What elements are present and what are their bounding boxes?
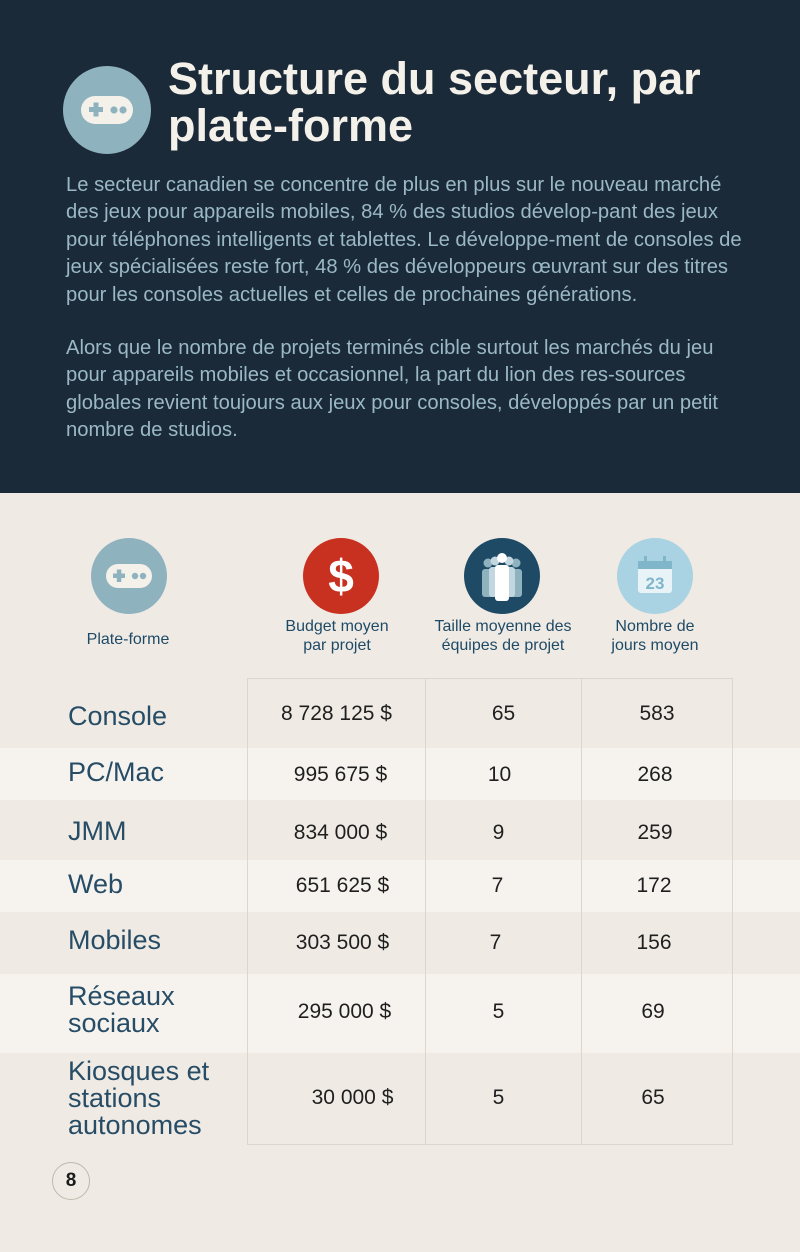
budget-cell: 303 500 $ (295, 931, 390, 954)
intro-paragraph-1: Le secteur canadien se concentre de plus… (66, 174, 742, 306)
gamepad-icon (63, 66, 151, 154)
budget-cell: 30 000 $ (311, 1086, 394, 1109)
page-number: 8 (52, 1162, 90, 1200)
team-cell: 9 (492, 821, 505, 844)
budget-cell: 295 000 $ (297, 1000, 392, 1023)
calendar-day: 23 (646, 574, 665, 593)
team-cell: 7 (491, 874, 504, 897)
budget-cell: 995 675 $ (293, 763, 388, 786)
team-cell: 5 (492, 1086, 505, 1109)
table-grid (247, 678, 733, 1145)
column-divider (425, 678, 426, 1145)
days-cell: 268 (637, 763, 673, 786)
team-icon (464, 538, 540, 614)
team-cell: 10 (487, 763, 512, 786)
budget-cell: 8 728 125 $ (281, 702, 392, 725)
platform-web: Web (68, 869, 124, 899)
days-cell: 69 (641, 1000, 665, 1023)
platform-reseaux-sociaux: Réseaux sociaux (68, 981, 175, 1038)
page-title: Structure du secteur, par plate-forme (168, 53, 701, 151)
platform-pc-mac: PC/Mac (68, 757, 165, 787)
team-cell: 7 (489, 931, 502, 954)
calendar-icon: 23 (617, 538, 693, 614)
row-band (0, 974, 800, 1053)
header-days: Nombre de jours moyen (611, 618, 699, 654)
budget-cell: 651 625 $ (295, 874, 390, 897)
platform-mobiles: Mobiles (68, 925, 162, 955)
header-platform: Plate-forme (86, 631, 170, 648)
days-cell: 172 (636, 874, 672, 897)
days-cell: 65 (641, 1086, 665, 1109)
intro-paragraph-2: Alors que le nombre de projets terminés … (66, 337, 719, 442)
budget-cell: 834 000 $ (293, 821, 388, 844)
header-team: Taille moyenne des équipes de projet (434, 618, 572, 654)
dollar-icon: $ (303, 538, 379, 614)
days-cell: 156 (636, 931, 672, 954)
row-band (0, 860, 800, 912)
platform-console: Console (68, 701, 168, 731)
row-band (0, 748, 800, 800)
team-cell: 5 (492, 1000, 505, 1023)
intro-text: Le secteur canadien se concentre de plus… (66, 172, 756, 471)
header-budget: Budget moyen par projet (285, 618, 389, 654)
days-cell: 583 (639, 702, 675, 725)
platform-jmm: JMM (68, 816, 127, 846)
platform-kiosques: Kiosques et stations autonomes (68, 1056, 210, 1140)
gamepad-icon (91, 538, 167, 614)
header-section: Structure du secteur, par plate-forme Le… (0, 0, 800, 493)
days-cell: 259 (637, 821, 673, 844)
column-divider (581, 678, 582, 1145)
team-cell: 65 (491, 702, 516, 725)
svg-text:$: $ (328, 550, 354, 602)
